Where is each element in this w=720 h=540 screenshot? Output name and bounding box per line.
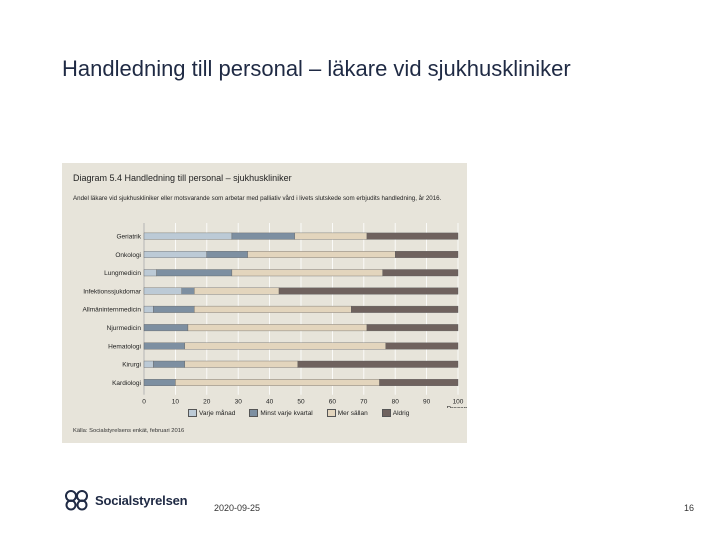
- bar-segment: [351, 305, 459, 313]
- bar-segment: [143, 342, 185, 350]
- x-tick-label: 70: [360, 399, 368, 406]
- bar-segment: [231, 269, 383, 277]
- bar-segment: [366, 324, 459, 332]
- bar-segment: [143, 251, 207, 258]
- x-tick-label: 40: [266, 399, 274, 406]
- legend-swatch: [188, 409, 197, 417]
- bar-segment: [143, 360, 154, 368]
- legend-swatch: [326, 409, 336, 417]
- bar-segment: [184, 342, 386, 350]
- category-label: Hematologi: [108, 343, 141, 350]
- legend-swatch: [381, 409, 391, 417]
- x-tick-label: 20: [203, 399, 211, 406]
- legend-label: Minst varje kvartal: [260, 409, 313, 417]
- x-tick-label: 80: [392, 399, 400, 406]
- chart-title: Diagram 5.4 Handledning till personal – …: [73, 173, 292, 183]
- bar-segment: [395, 251, 459, 258]
- bar-segment: [379, 379, 459, 386]
- x-tick-label: 50: [297, 399, 305, 406]
- legend-label: Aldrig: [392, 409, 410, 417]
- category-label: Geriatrik: [116, 233, 141, 240]
- legend-item: Mer sällan: [326, 409, 368, 417]
- bar-segment: [366, 232, 459, 240]
- socialstyrelsen-logo: Socialstyrelsen: [63, 489, 188, 511]
- legend-label: Varje månad: [199, 409, 236, 417]
- legend-swatch: [249, 409, 259, 417]
- logo-text: Socialstyrelsen: [95, 492, 188, 508]
- bar-segment: [247, 251, 396, 258]
- stacked-bar-chart: 0 10 20 30 40 50 60 70 80 90 100Procent Geriatrik On…: [82, 223, 467, 408]
- bar-segment: [385, 342, 459, 350]
- category-label: Kardiologi: [112, 380, 141, 387]
- chart-legend: Varje månad Minst varje kvartal Mer sällan…: [188, 409, 409, 417]
- legend-item: Minst varje kvartal: [249, 409, 313, 417]
- legend-item: Varje månad: [188, 409, 235, 417]
- logo-emblem-icon: [65, 490, 88, 511]
- category-label: Infektionssjukdomar: [83, 288, 142, 295]
- bar-segment: [187, 324, 368, 332]
- x-tick-label: 30: [235, 399, 243, 406]
- chart-source: Källa: Socialstyrelsens enkät, februari …: [73, 428, 185, 434]
- slide-title: Handledning till personal – läkare vid s…: [62, 56, 571, 81]
- footer-date: 2020-09-25: [214, 503, 261, 513]
- x-tick-label: 60: [329, 399, 337, 406]
- category-label: Allmäninternmedicin: [82, 307, 141, 314]
- category-label: Lungmedicin: [104, 270, 141, 277]
- bar-segment: [278, 287, 459, 295]
- legend-label: Mer sällan: [337, 409, 368, 417]
- bar-segment: [184, 360, 299, 368]
- bar-segment: [175, 379, 380, 386]
- bar-segment: [382, 269, 459, 277]
- bar-segment: [194, 305, 352, 313]
- bar-segment: [294, 232, 368, 240]
- legend-item: Aldrig: [381, 409, 410, 417]
- x-tick-label: 90: [423, 399, 431, 406]
- x-tick-label: 100: [453, 399, 464, 406]
- x-tick-label: 10: [172, 399, 180, 406]
- bar-segment: [143, 379, 176, 386]
- bar-segment: [143, 232, 233, 240]
- x-tick-label: 0: [142, 399, 146, 406]
- bar-segment: [153, 305, 195, 313]
- x-axis-label: Procent: [447, 406, 467, 408]
- chart-subtitle: Andel läkare vid sjukhuskliniker eller m…: [73, 195, 442, 202]
- page-number: 16: [684, 503, 695, 513]
- bar-segment: [156, 269, 233, 277]
- bar-segment: [143, 287, 182, 295]
- category-label: Kirurgi: [122, 362, 141, 369]
- bar-segment: [143, 305, 154, 313]
- bar-segment: [206, 251, 248, 258]
- category-label: Njurmedicin: [107, 325, 142, 332]
- bar-segment: [181, 287, 195, 295]
- chart-figure: Diagram 5.4 Handledning till personal – …: [62, 163, 467, 443]
- bar-segment: [297, 360, 459, 368]
- bar-segment: [143, 269, 157, 277]
- category-label: Onkologi: [115, 252, 141, 259]
- bar-segment: [143, 324, 189, 332]
- bar-segment: [153, 360, 185, 368]
- bar-segment: [194, 287, 280, 295]
- bar-segment: [231, 232, 295, 240]
